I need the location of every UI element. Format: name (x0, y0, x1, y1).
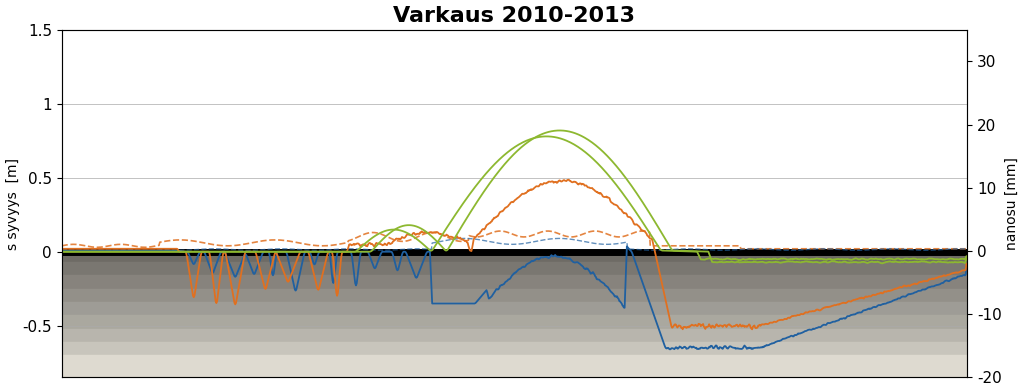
Bar (61, 276, 968, 289)
Bar (61, 252, 968, 262)
Bar (61, 328, 968, 342)
Bar (61, 342, 968, 355)
Title: Varkaus 2010-2013: Varkaus 2010-2013 (393, 5, 636, 25)
Bar (61, 302, 968, 315)
Bar (61, 30, 968, 252)
Y-axis label: nanosu [mm]: nanosu [mm] (1005, 157, 1019, 250)
Y-axis label: s syvyys  [m]: s syvyys [m] (5, 158, 19, 250)
Bar (61, 355, 968, 377)
Bar (61, 315, 968, 328)
Bar (61, 262, 968, 276)
Bar (61, 289, 968, 302)
